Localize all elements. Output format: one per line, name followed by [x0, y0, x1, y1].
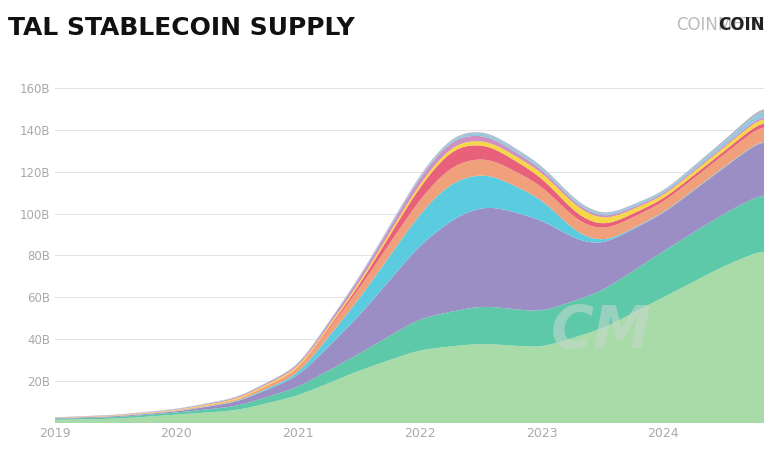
- Text: TAL STABLECOIN SUPPLY: TAL STABLECOIN SUPPLY: [8, 16, 355, 40]
- Text: CM: CM: [551, 303, 651, 360]
- Text: COINMETR: COINMETR: [676, 16, 764, 34]
- Text: COIN: COIN: [718, 16, 764, 34]
